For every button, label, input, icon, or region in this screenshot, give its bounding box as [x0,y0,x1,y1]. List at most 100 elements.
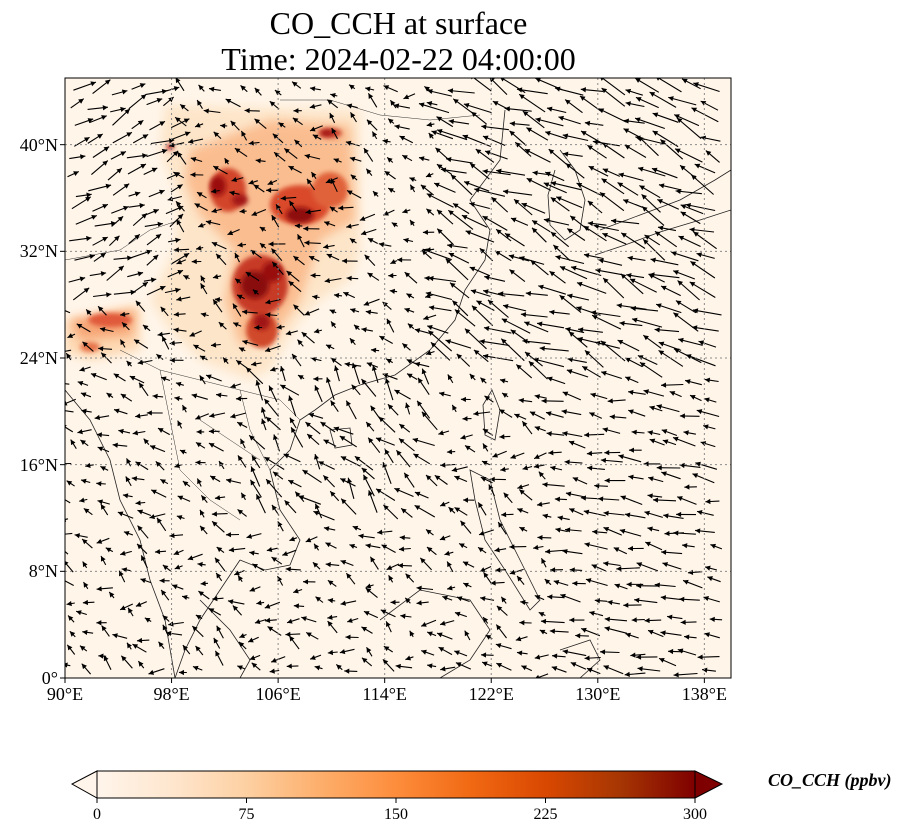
y-tick-label: 8°N [28,561,58,582]
wind-arrow [322,475,335,488]
wind-arrow [301,331,315,344]
wind-arrow [208,607,222,616]
wind-arrow [624,512,646,519]
wind-arrow [313,510,335,521]
wind-arrow [131,83,146,90]
wind-arrow [669,391,682,398]
wind-arrow [91,160,109,176]
wind-arrow [313,543,320,551]
wind-arrow [203,108,221,114]
wind-arrow [514,413,527,420]
wind-arrow [249,479,262,498]
wind-arrow [565,162,585,179]
wind-arrow [150,138,175,145]
wind-arrow [211,511,228,517]
wind-arrow [314,385,323,403]
wind-arrow [65,545,69,555]
wind-arrow [509,130,527,147]
wind-arrow [469,162,490,180]
wind-arrow [436,228,454,246]
wind-arrow [482,353,514,362]
wind-arrow [509,269,526,283]
wind-arrow [479,247,494,262]
wind-arrow [212,299,223,313]
wind-arrow [110,106,126,113]
wind-arrow [696,509,714,516]
wind-arrow [587,465,605,471]
wind-arrow [195,614,203,620]
wind-arrow [297,234,305,248]
wind-arrow [448,252,470,264]
wind-arrow [407,323,415,330]
wind-arrow [177,495,191,502]
wind-arrow [242,339,259,346]
wind-arrow [118,428,131,435]
wind-arrow [545,130,567,140]
axis-tick-marks [60,144,705,683]
wind-arrow [251,662,261,671]
wind-arrow [200,580,209,587]
wind-arrow [426,121,435,128]
wind-arrow [215,572,223,582]
wind-arrow [152,393,164,399]
wind-arrow [650,257,679,266]
wind-arrow [160,376,171,382]
wind-arrow [379,335,393,344]
wind-arrow [700,100,719,111]
wind-arrow [254,618,267,624]
wind-arrow [652,497,677,503]
wind-arrow [351,362,361,385]
wind-arrow [358,533,375,539]
wind-arrow [423,314,437,321]
wind-arrow [87,133,104,144]
wind-arrow [619,528,642,537]
wind-arrow [502,189,533,196]
wind-arrow [220,123,228,129]
wind-arrow [534,673,549,678]
wind-arrow [345,634,359,640]
wind-arrow [594,598,608,604]
wind-arrow [288,165,302,174]
wind-arrow [77,380,89,386]
wind-arrow [454,475,468,483]
wind-arrow [438,391,451,397]
wind-arrow [195,645,204,656]
wind-arrow [208,442,224,452]
wind-arrow [209,412,226,418]
wind-arrow [100,465,109,471]
wind-arrow [572,580,586,587]
wind-arrow [349,156,362,162]
wind-arrow [630,305,659,312]
wind-arrow [365,543,381,549]
wind-arrow [558,115,581,125]
wind-arrow [251,208,267,216]
wind-arrow [528,360,548,380]
wind-arrow [412,437,435,447]
wind-arrow [436,128,468,141]
wind-arrow [361,327,374,333]
wind-arrow [131,119,144,130]
wind-arrow [635,96,659,109]
wind-arrow [143,167,158,175]
wind-arrow [510,452,525,459]
wind-arrow [346,275,359,281]
wind-arrow [500,596,507,604]
wind-arrow [566,369,589,378]
wind-arrow [351,384,361,396]
wind-arrow [643,389,665,397]
wind-arrow [584,120,604,126]
wind-arrow [631,317,663,328]
wind-arrow [562,431,583,438]
wind-arrow [323,221,336,227]
wind-arrow [304,308,320,316]
wind-arrow [72,287,90,301]
wind-arrow [293,588,303,594]
wind-arrow [394,487,414,498]
wind-arrow [170,184,183,193]
wind-arrow [329,309,337,315]
wind-arrow [445,156,473,164]
wind-arrow [110,151,127,160]
wind-arrow [252,563,265,572]
wind-arrow [403,472,415,488]
wind-arrow [210,342,221,348]
